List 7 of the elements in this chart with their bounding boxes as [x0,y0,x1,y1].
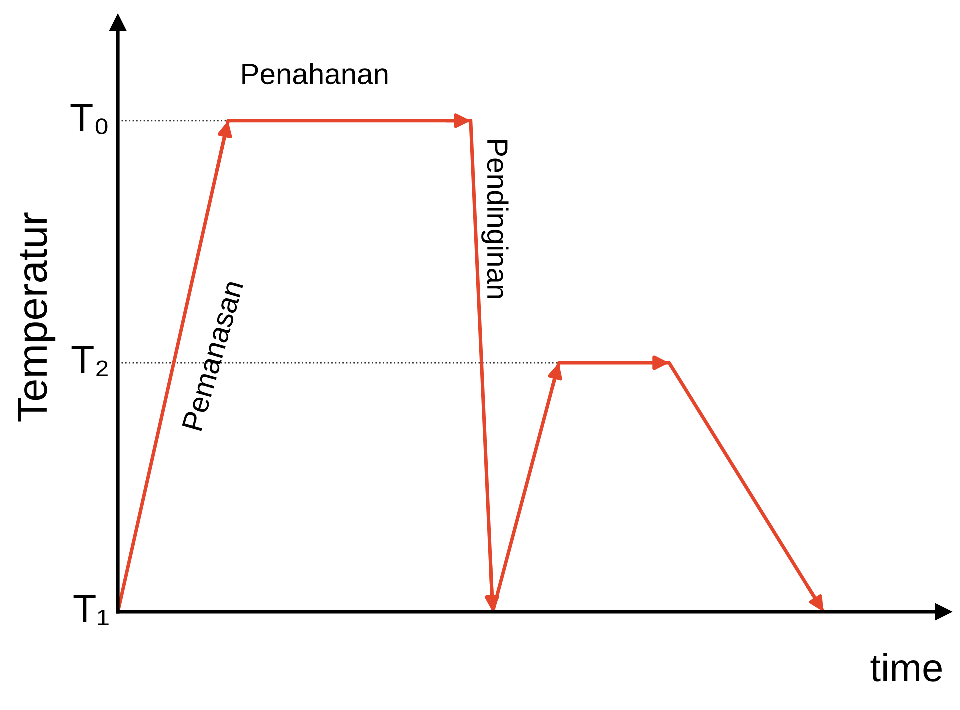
y-axis-title: Temperatur [18,212,56,422]
text: Penahanan [242,63,388,85]
x-axis-title: time [870,653,942,682]
annotation: T₁ [74,595,109,626]
ref-line-label: T₀ [70,104,108,135]
ref-line-label: T₂ [72,346,108,376]
annotation: Pendinginan [482,140,509,298]
